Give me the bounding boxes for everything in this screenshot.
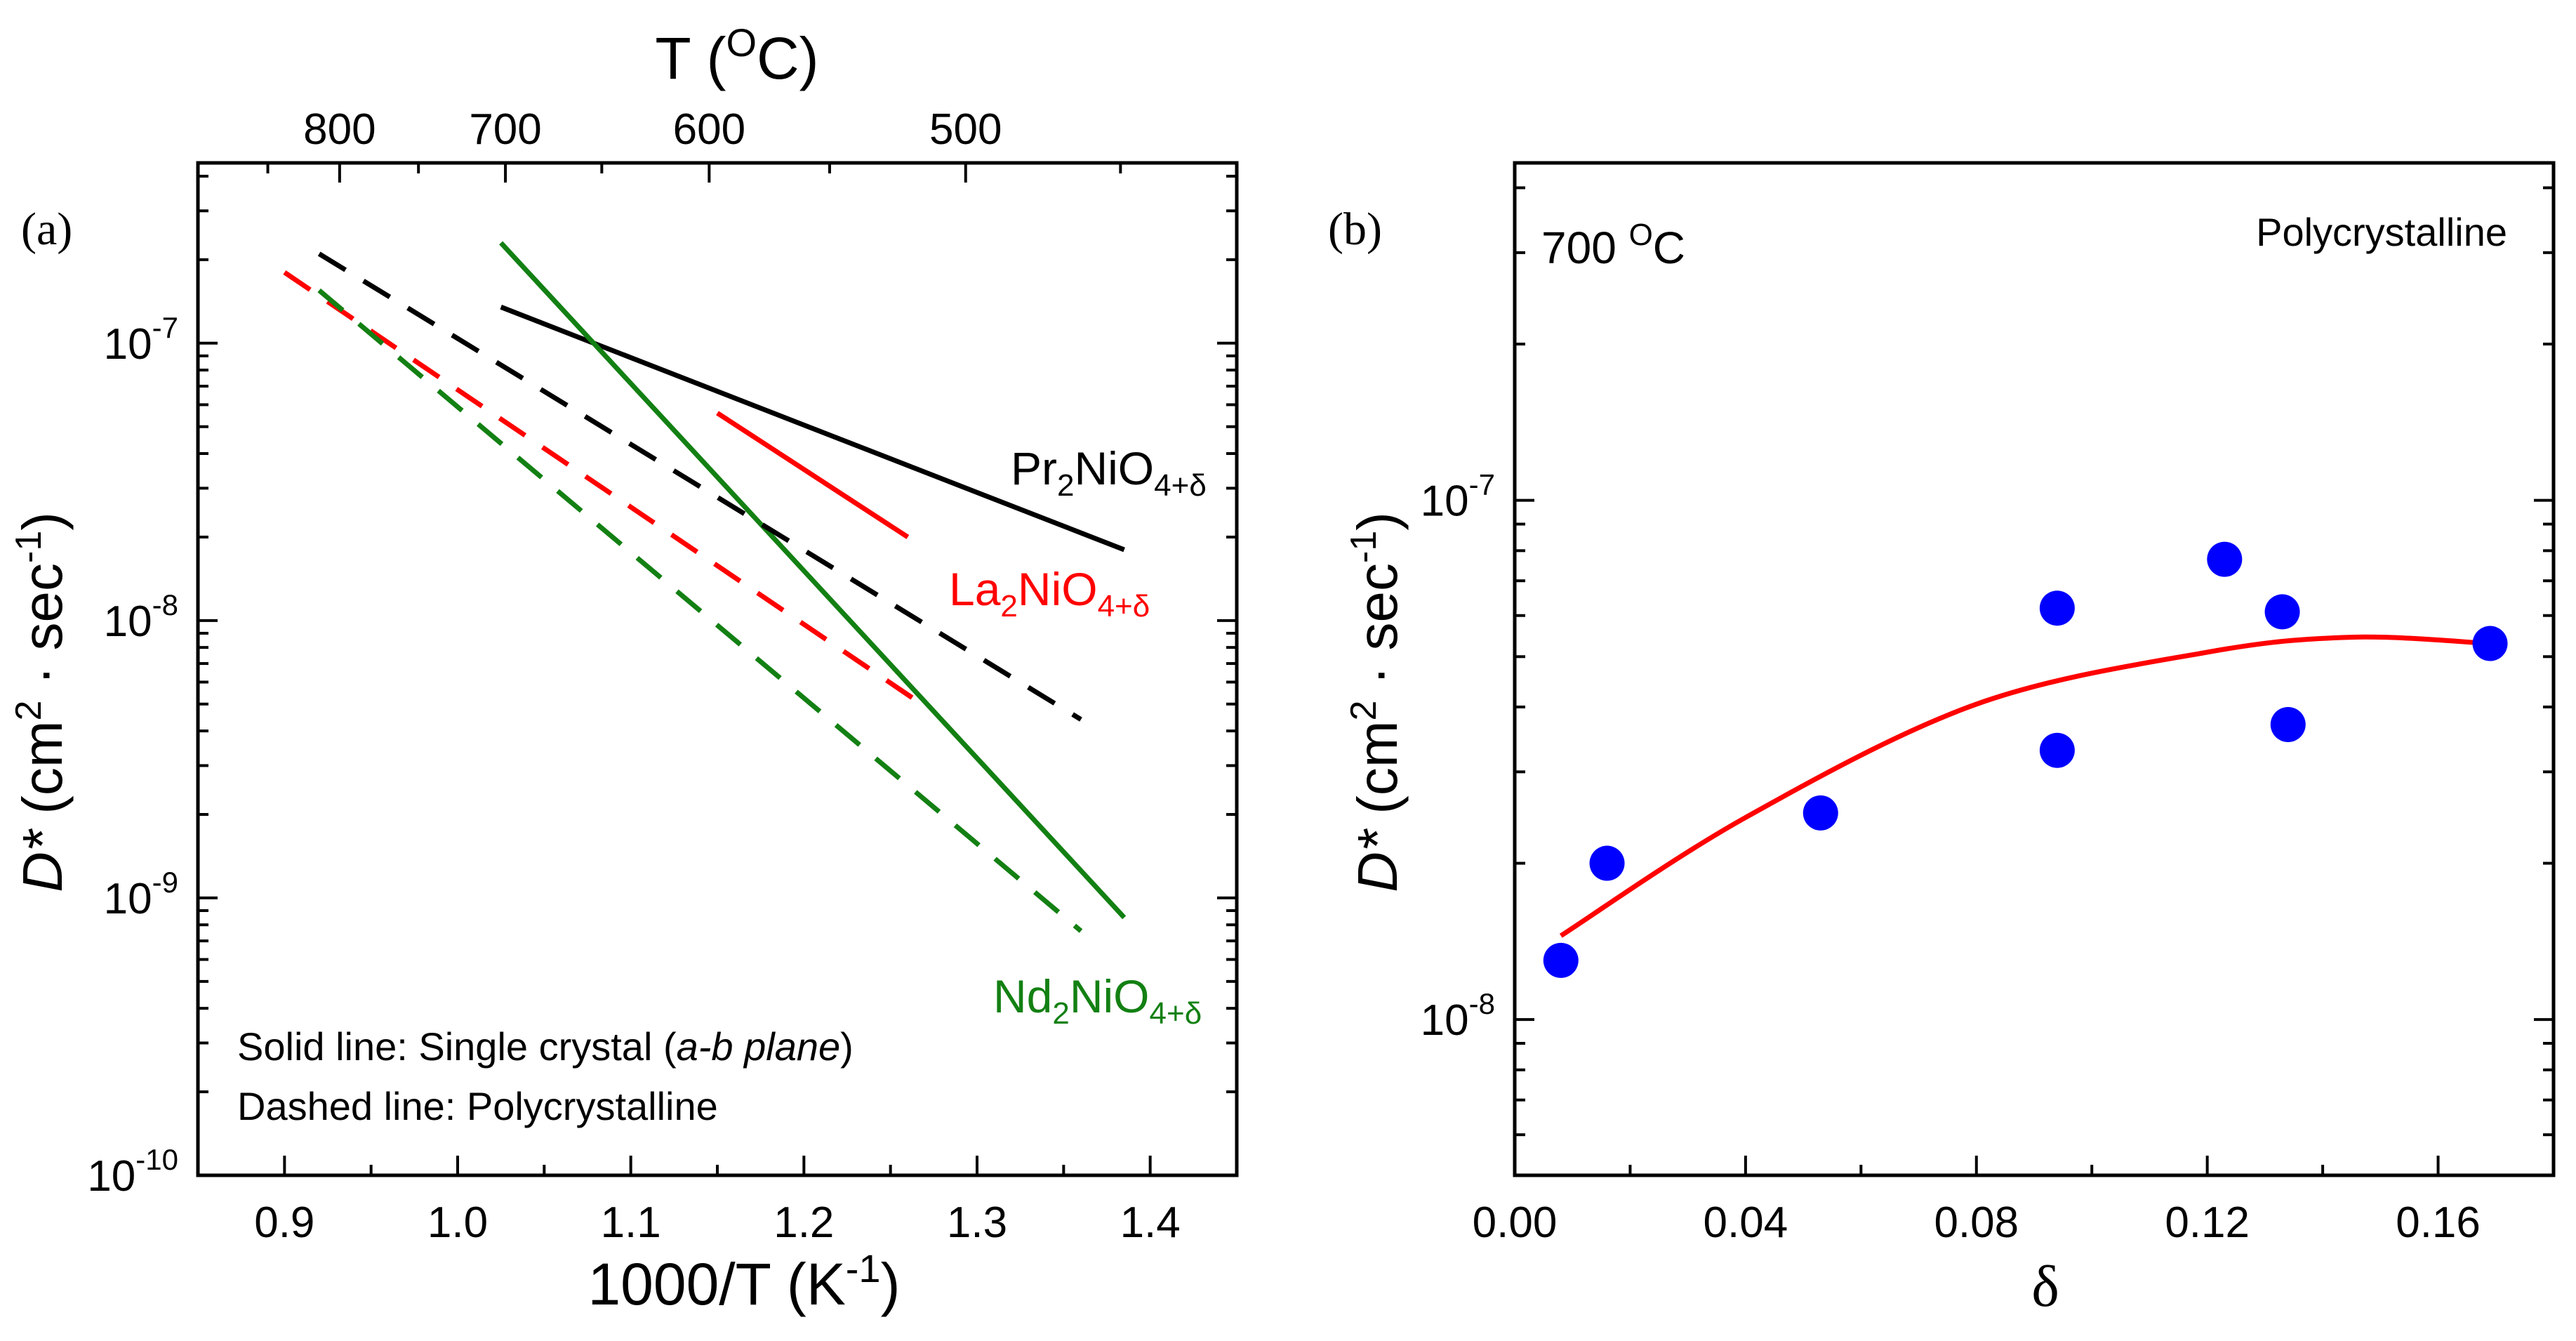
y-tick-label: 10-9 <box>104 866 178 923</box>
panel-a-axis-ticks <box>197 163 1238 1177</box>
x-tick-label: 1.0 <box>427 1198 488 1247</box>
panel-b-temperature-label: 700 OC <box>1541 218 1685 273</box>
panel-a-note-solid: Solid line: Single crystal (a-b plane) <box>237 1024 854 1069</box>
x-tick-label: 0.00 <box>1473 1198 1558 1247</box>
panel-a-y-axis-label: D* (cm2 · sec-1) <box>8 512 74 892</box>
series-line <box>499 241 1127 920</box>
y-tick-label: 10-10 <box>87 1143 178 1201</box>
data-point <box>2270 706 2306 742</box>
x-tick-label: 0.9 <box>254 1198 314 1247</box>
series-line <box>317 288 1083 933</box>
x-tick-label: 0.16 <box>2396 1198 2481 1247</box>
x-tick-label: 0.08 <box>1934 1198 2019 1247</box>
top-tick-label: 800 <box>303 105 376 154</box>
series-line <box>283 270 927 709</box>
panel-a: (a) T (OC) 800 700 600 500 D* (cm2 · sec-1)… <box>8 20 1239 1317</box>
panel-b: (b) D* (cm2 · sec-1) δ 0.00 0.04 0.08 0.12 0… <box>1328 161 2556 1319</box>
top-tick-label: 700 <box>469 105 541 154</box>
x-tick-label: 1.2 <box>774 1198 834 1247</box>
data-point <box>1543 942 1579 978</box>
panel-b-x-tick-labels: 0.00 0.04 0.08 0.12 0.16 <box>1473 1198 2481 1247</box>
series-line <box>716 411 910 539</box>
panel-a-plot-frame <box>196 161 1239 1177</box>
panel-a-x-axis-label: 1000/T (K-1) <box>587 1246 900 1317</box>
series-line <box>317 251 1082 722</box>
panel-a-y-tick-labels: 10-10 10-9 10-8 10-7 <box>87 311 178 1201</box>
panel-b-sample-label: Polycrystalline <box>2256 210 2507 254</box>
data-point <box>2472 626 2508 661</box>
panel-a-label: (a) <box>21 204 72 255</box>
x-tick-label: 1.3 <box>947 1198 1007 1247</box>
panel-a-top-axis-title: T (OC) <box>655 20 818 91</box>
panel-b-fit-curve <box>1559 634 2490 938</box>
fit-curve <box>1559 634 2490 938</box>
panel-b-x-axis-label: δ <box>2031 1254 2059 1319</box>
panel-a-top-tick-labels: 800 700 600 500 <box>303 105 1002 154</box>
panel-b-plot-frame <box>1513 161 2556 1177</box>
panel-a-series-lines <box>283 241 1127 933</box>
y-tick-label: 10-7 <box>1421 468 1495 526</box>
panel-a-x-tick-labels: 0.9 1.0 1.1 1.2 1.3 1.4 <box>254 1198 1181 1247</box>
y-tick-label: 10-8 <box>1421 987 1495 1045</box>
data-point <box>2264 594 2300 630</box>
panel-b-data-points <box>1543 541 2508 978</box>
panel-b-y-axis-label: D* (cm2 · sec-1) <box>1343 512 1409 892</box>
data-point <box>1802 795 1838 831</box>
data-point <box>2207 541 2243 577</box>
data-point <box>2039 590 2075 626</box>
x-tick-label: 1.4 <box>1120 1198 1181 1247</box>
data-point <box>1589 845 1625 881</box>
x-tick-label: 0.12 <box>2165 1198 2250 1247</box>
x-tick-label: 0.04 <box>1704 1198 1788 1247</box>
la2nio4-label: La2NiO4+δ <box>949 563 1150 623</box>
nd2nio4-label: Nd2NiO4+δ <box>993 970 1202 1031</box>
pr2nio4-label: Pr2NiO4+δ <box>1011 442 1207 503</box>
panel-b-axis-ticks <box>1513 186 2555 1175</box>
y-tick-label: 10-8 <box>104 588 178 646</box>
top-tick-label: 500 <box>929 105 1002 154</box>
x-tick-label: 1.1 <box>601 1198 661 1247</box>
series-line <box>500 305 1125 553</box>
panel-b-label: (b) <box>1328 204 1382 255</box>
panel-a-note-dashed: Dashed line: Polycrystalline <box>237 1084 718 1128</box>
y-tick-label: 10-7 <box>104 311 178 369</box>
panel-b-y-tick-labels: 10-8 10-7 <box>1421 468 1495 1045</box>
data-point <box>2039 732 2075 768</box>
top-tick-label: 600 <box>673 105 745 154</box>
